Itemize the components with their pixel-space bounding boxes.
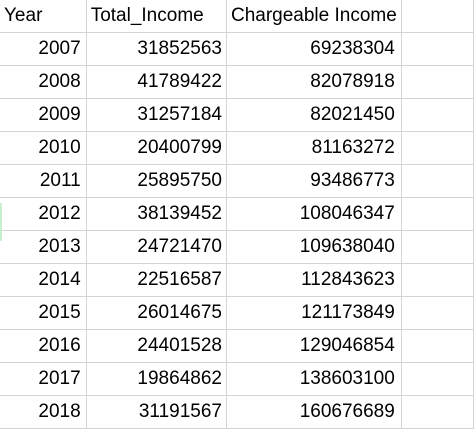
cell-year[interactable]: 2009 — [0, 98, 87, 132]
empty-cell[interactable] — [401, 395, 474, 429]
cell-total-income[interactable]: 24401528 — [86, 329, 227, 363]
cell-chargeable-income[interactable]: 82021450 — [226, 98, 402, 132]
empty-cell[interactable] — [401, 32, 474, 66]
empty-cell[interactable] — [401, 131, 474, 165]
empty-cell[interactable] — [401, 164, 474, 198]
cell-total-income[interactable]: 25895750 — [86, 164, 227, 198]
empty-cell[interactable] — [401, 329, 474, 363]
table-row: 2011 25895750 93486773 — [0, 164, 474, 198]
cell-chargeable-income[interactable]: 93486773 — [226, 164, 402, 198]
empty-cell[interactable] — [401, 197, 474, 231]
cell-total-income[interactable]: 31191567 — [86, 395, 227, 429]
cell-chargeable-income[interactable]: 109638040 — [226, 230, 402, 264]
empty-cell[interactable] — [401, 362, 474, 396]
table-row: 2013 24721470 109638040 — [0, 230, 474, 264]
cell-chargeable-income[interactable]: 82078918 — [226, 65, 402, 99]
table-row: 2009 31257184 82021450 — [0, 98, 474, 132]
cell-chargeable-income[interactable]: 138603100 — [226, 362, 402, 396]
table-row: 2012 38139452 108046347 — [0, 197, 474, 231]
row-selection-marker — [0, 203, 2, 241]
cell-total-income[interactable]: 31257184 — [86, 98, 227, 132]
empty-cell[interactable] — [401, 263, 474, 297]
table-row: 2007 31852563 69238304 — [0, 32, 474, 66]
empty-cell[interactable] — [401, 65, 474, 99]
cell-chargeable-income[interactable]: 129046854 — [226, 329, 402, 363]
cell-total-income[interactable]: 20400799 — [86, 131, 227, 165]
header-cell-year[interactable]: Year — [0, 0, 87, 33]
table-row: 2008 41789422 82078918 — [0, 65, 474, 99]
empty-cell[interactable] — [401, 296, 474, 330]
cell-year[interactable]: 2011 — [0, 164, 87, 198]
cell-year[interactable]: 2010 — [0, 131, 87, 165]
cell-chargeable-income[interactable]: 81163272 — [226, 131, 402, 165]
table-row: 2016 24401528 129046854 — [0, 329, 474, 363]
cell-chargeable-income[interactable]: 160676689 — [226, 395, 402, 429]
cell-year[interactable]: 2013 — [0, 230, 87, 264]
table-row: 2015 26014675 121173849 — [0, 296, 474, 330]
header-cell-total-income[interactable]: Total_Income — [86, 0, 227, 33]
cell-year[interactable]: 2014 — [0, 263, 87, 297]
cell-year[interactable]: 2018 — [0, 395, 87, 429]
cell-year[interactable]: 2016 — [0, 329, 87, 363]
empty-cell[interactable] — [401, 98, 474, 132]
cell-chargeable-income[interactable]: 121173849 — [226, 296, 402, 330]
cell-total-income[interactable]: 24721470 — [86, 230, 227, 264]
table-row: 2014 22516587 112843623 — [0, 263, 474, 297]
empty-cell[interactable] — [401, 0, 474, 33]
table-row: 2018 31191567 160676689 — [0, 395, 474, 429]
cell-total-income[interactable]: 19864862 — [86, 362, 227, 396]
cell-chargeable-income[interactable]: 112843623 — [226, 263, 402, 297]
cell-year[interactable]: 2015 — [0, 296, 87, 330]
cell-total-income[interactable]: 22516587 — [86, 263, 227, 297]
cell-total-income[interactable]: 26014675 — [86, 296, 227, 330]
cell-chargeable-income[interactable]: 108046347 — [226, 197, 402, 231]
table-row: 2010 20400799 81163272 — [0, 131, 474, 165]
cell-chargeable-income[interactable]: 69238304 — [226, 32, 402, 66]
cell-year[interactable]: 2008 — [0, 65, 87, 99]
table-row: 2017 19864862 138603100 — [0, 362, 474, 396]
cell-year[interactable]: 2007 — [0, 32, 87, 66]
cell-year[interactable]: 2012 — [0, 197, 87, 231]
header-row: Year Total_Income Chargeable Income — [0, 0, 474, 33]
cell-total-income[interactable]: 31852563 — [86, 32, 227, 66]
cell-year[interactable]: 2017 — [0, 362, 87, 396]
empty-cell[interactable] — [401, 230, 474, 264]
cell-total-income[interactable]: 41789422 — [86, 65, 227, 99]
cell-total-income[interactable]: 38139452 — [86, 197, 227, 231]
header-cell-chargeable-income[interactable]: Chargeable Income — [226, 0, 402, 33]
